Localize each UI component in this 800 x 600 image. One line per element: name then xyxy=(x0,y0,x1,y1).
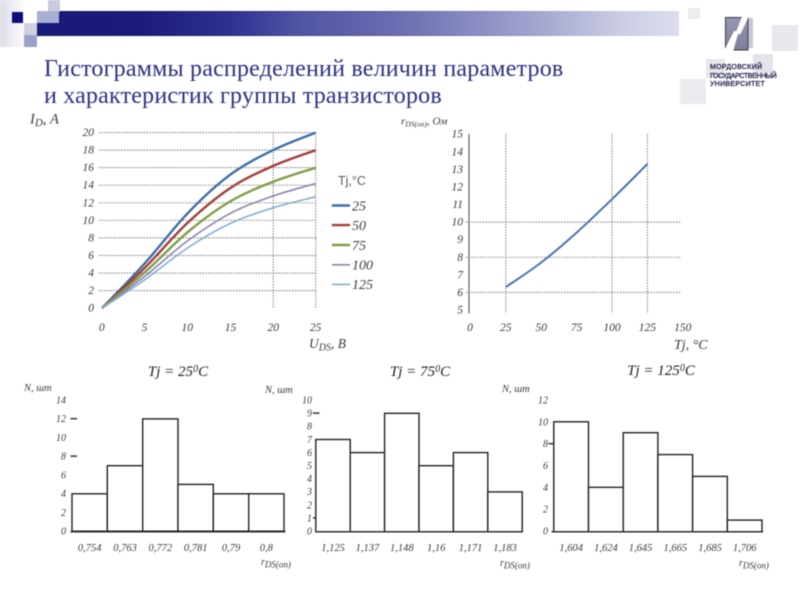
svg-text:10: 10 xyxy=(302,396,312,407)
svg-text:1,137: 1,137 xyxy=(356,543,380,554)
svg-text:1,125: 1,125 xyxy=(321,543,345,554)
svg-text:11: 11 xyxy=(452,199,463,211)
svg-text:6: 6 xyxy=(307,448,312,459)
svg-text:Tj,°C: Tj,°C xyxy=(338,174,366,188)
svg-text:Tj = 250C: Tj = 250C xyxy=(148,364,209,380)
svg-text:rDS(on): rDS(on) xyxy=(739,558,769,571)
svg-text:0: 0 xyxy=(88,303,94,315)
svg-text:Tj = 750C: Tj = 750C xyxy=(390,364,451,380)
svg-text:12: 12 xyxy=(538,396,548,407)
svg-text:1,706: 1,706 xyxy=(733,543,757,554)
svg-text:N, шт: N, шт xyxy=(264,385,293,396)
svg-text:75: 75 xyxy=(352,239,366,254)
svg-text:10: 10 xyxy=(56,433,66,444)
svg-text:N, шт: N, шт xyxy=(23,383,52,394)
svg-text:12: 12 xyxy=(452,181,464,193)
svg-text:0,79: 0,79 xyxy=(222,543,241,554)
svg-text:150: 150 xyxy=(674,322,692,334)
svg-text:Tj = 1250C: Tj = 1250C xyxy=(627,363,696,379)
svg-text:25: 25 xyxy=(310,322,322,334)
svg-text:12: 12 xyxy=(83,197,95,209)
svg-text:14: 14 xyxy=(56,396,66,407)
svg-text:1: 1 xyxy=(307,513,312,524)
svg-text:125: 125 xyxy=(639,322,657,334)
svg-text:25: 25 xyxy=(500,322,512,334)
svg-text:10: 10 xyxy=(83,215,95,227)
svg-text:4: 4 xyxy=(307,474,312,485)
svg-text:2: 2 xyxy=(61,508,66,519)
svg-text:0: 0 xyxy=(307,527,312,538)
svg-text:3: 3 xyxy=(306,487,312,498)
svg-text:1,665: 1,665 xyxy=(663,543,687,554)
svg-text:ID, А: ID, А xyxy=(29,112,59,130)
svg-text:25: 25 xyxy=(352,199,366,214)
svg-text:8: 8 xyxy=(88,233,94,245)
svg-text:1,183: 1,183 xyxy=(493,543,517,554)
svg-text:5: 5 xyxy=(307,461,312,472)
svg-text:9: 9 xyxy=(457,234,463,246)
svg-text:0: 0 xyxy=(467,322,473,334)
svg-text:7: 7 xyxy=(457,269,464,281)
svg-text:0,754: 0,754 xyxy=(78,543,102,554)
svg-text:50: 50 xyxy=(352,219,366,234)
svg-text:14: 14 xyxy=(452,146,464,158)
svg-text:1,624: 1,624 xyxy=(594,543,618,554)
svg-text:0,8: 0,8 xyxy=(260,543,274,554)
svg-text:2: 2 xyxy=(88,285,94,297)
svg-text:100: 100 xyxy=(352,259,373,274)
svg-text:6: 6 xyxy=(543,461,548,472)
svg-text:1,148: 1,148 xyxy=(390,543,414,554)
svg-text:8: 8 xyxy=(457,252,463,264)
svg-text:16: 16 xyxy=(83,162,95,174)
svg-text:1,16: 1,16 xyxy=(427,543,446,554)
svg-text:rDS(on): rDS(on) xyxy=(500,558,530,571)
svg-text:1,645: 1,645 xyxy=(629,543,653,554)
svg-text:0: 0 xyxy=(543,527,548,538)
svg-text:10: 10 xyxy=(538,417,548,428)
svg-text:6: 6 xyxy=(457,287,463,299)
svg-text:13: 13 xyxy=(452,164,464,176)
svg-text:0: 0 xyxy=(61,527,66,538)
svg-text:75: 75 xyxy=(571,322,583,334)
svg-text:0,772: 0,772 xyxy=(148,543,172,554)
svg-text:1,685: 1,685 xyxy=(698,543,722,554)
svg-text:4: 4 xyxy=(61,489,66,500)
svg-text:10: 10 xyxy=(182,322,194,334)
svg-text:6: 6 xyxy=(88,250,94,262)
svg-text:2: 2 xyxy=(543,505,548,516)
svg-text:0,763: 0,763 xyxy=(113,543,137,554)
svg-text:0,781: 0,781 xyxy=(184,543,208,554)
svg-text:100: 100 xyxy=(603,322,621,334)
svg-text:4: 4 xyxy=(543,483,548,494)
svg-text:50: 50 xyxy=(535,322,547,334)
svg-text:9: 9 xyxy=(307,409,312,420)
svg-text:1,604: 1,604 xyxy=(559,543,583,554)
svg-text:4: 4 xyxy=(88,268,94,280)
svg-text:8: 8 xyxy=(307,422,312,433)
svg-text:5: 5 xyxy=(457,305,463,317)
svg-text:UDS, В: UDS, В xyxy=(309,336,346,354)
svg-text:12: 12 xyxy=(56,414,66,425)
svg-text:5: 5 xyxy=(142,322,148,334)
svg-text:rDS(on), Ом: rDS(on), Ом xyxy=(401,116,447,129)
svg-text:8: 8 xyxy=(61,452,66,463)
svg-text:8: 8 xyxy=(543,439,548,450)
svg-text:0: 0 xyxy=(99,322,105,334)
svg-text:20: 20 xyxy=(267,322,279,334)
svg-text:125: 125 xyxy=(352,278,373,293)
svg-text:6: 6 xyxy=(61,470,66,481)
svg-text:15: 15 xyxy=(452,129,464,141)
svg-text:N, шт: N, шт xyxy=(501,384,530,395)
svg-text:1,171: 1,171 xyxy=(459,543,483,554)
svg-text:15: 15 xyxy=(225,322,237,334)
svg-text:20: 20 xyxy=(83,127,95,139)
svg-text:Tj, °C: Tj, °C xyxy=(674,338,708,353)
svg-text:14: 14 xyxy=(83,180,95,192)
svg-text:2: 2 xyxy=(307,500,312,511)
svg-text:rDS(on): rDS(on) xyxy=(261,557,291,570)
svg-text:10: 10 xyxy=(452,217,464,229)
svg-text:18: 18 xyxy=(83,145,95,157)
svg-text:7: 7 xyxy=(307,435,313,446)
